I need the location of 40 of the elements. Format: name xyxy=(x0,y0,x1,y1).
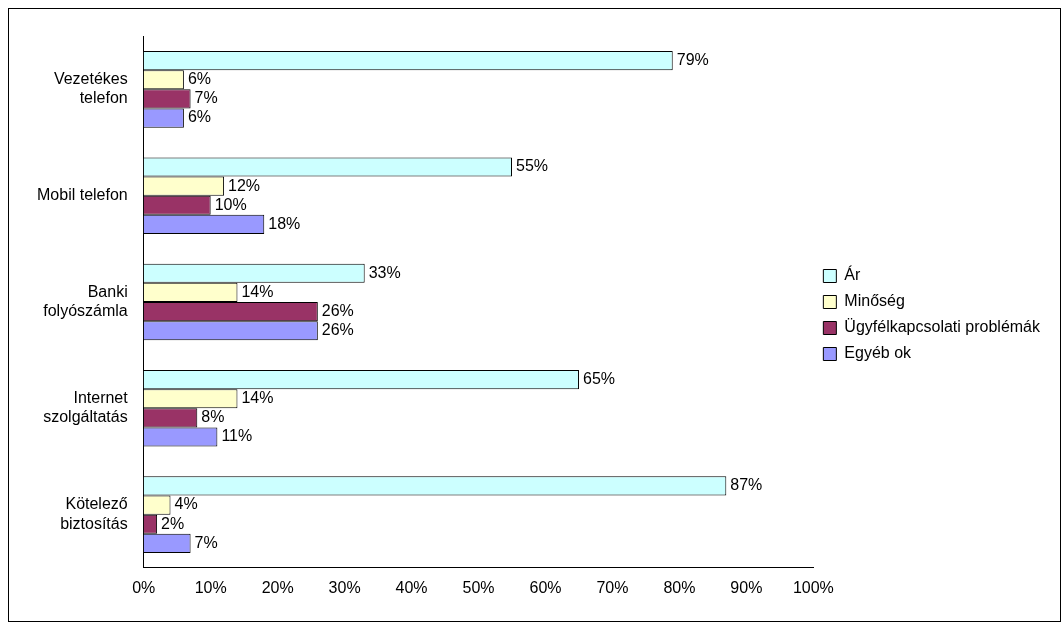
y-tick-label: Mobil telefon xyxy=(37,186,128,204)
data-label: 2% xyxy=(161,514,185,532)
data-label: 26% xyxy=(321,301,354,319)
data-label: 6% xyxy=(187,70,212,88)
y-tick-label: Vezetékes telefon xyxy=(53,70,128,107)
legend-label: Egyéb ok xyxy=(844,344,913,362)
data-label: 12% xyxy=(228,176,261,194)
data-label: 79% xyxy=(676,51,709,69)
data-label: 10% xyxy=(214,195,247,213)
x-tick-label: 80% xyxy=(663,578,696,596)
data-label: 11% xyxy=(221,427,253,445)
x-tick-label: 40% xyxy=(395,578,428,596)
data-label: 14% xyxy=(241,389,274,407)
legend-label: Ár xyxy=(844,265,862,284)
x-tick-label: 90% xyxy=(730,578,763,596)
x-tick-label: 0% xyxy=(132,578,156,596)
y-tick-label: Kötelező biztosítás xyxy=(60,495,128,532)
data-label: 8% xyxy=(201,408,225,426)
data-label: 7% xyxy=(194,89,218,107)
x-tick-label: 50% xyxy=(462,578,495,596)
legend-label: Minőség xyxy=(844,292,905,310)
data-label: 14% xyxy=(241,282,274,300)
data-label: 26% xyxy=(321,321,354,339)
y-tick-label: Internet szolgáltatás xyxy=(43,389,129,426)
data-label: 6% xyxy=(187,108,212,126)
data-label: 65% xyxy=(582,370,616,388)
data-label: 55% xyxy=(516,157,549,175)
legend-label: Ügyfélkapcsolati problémák xyxy=(844,318,1041,336)
data-label: 33% xyxy=(368,263,401,281)
data-label: 87% xyxy=(730,476,763,494)
x-tick-label: 60% xyxy=(529,578,562,596)
x-tick-label: 70% xyxy=(596,578,629,596)
data-label: 18% xyxy=(268,214,301,232)
x-tick-label: 100% xyxy=(792,578,834,596)
data-label: 7% xyxy=(194,533,218,551)
x-tick-label: 10% xyxy=(194,578,227,596)
x-tick-label: 20% xyxy=(261,578,294,596)
data-label: 4% xyxy=(174,495,198,513)
y-tick-label: Banki folyószámla xyxy=(43,282,128,320)
x-tick-label: 30% xyxy=(328,578,361,596)
